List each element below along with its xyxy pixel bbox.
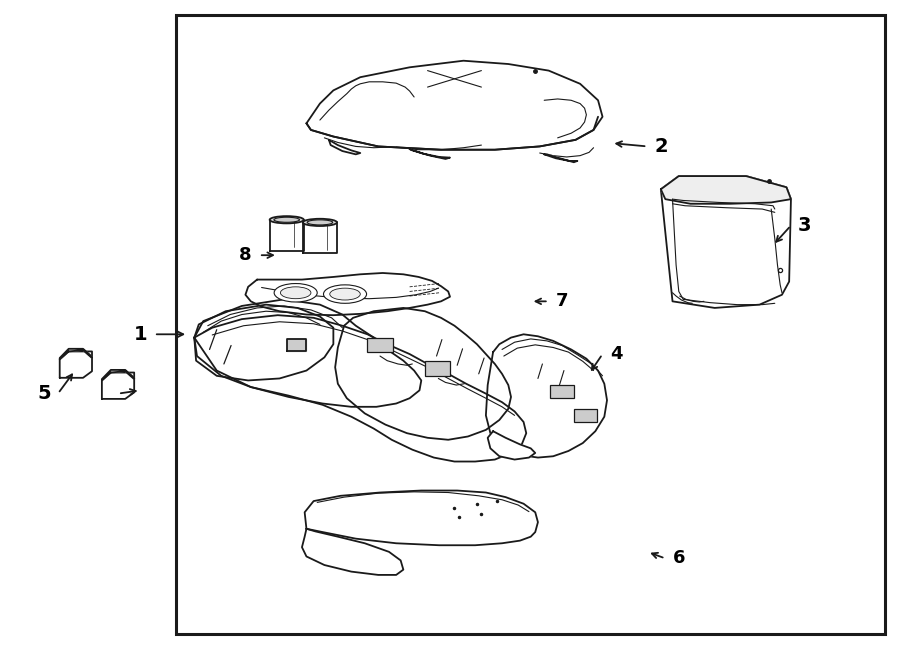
Text: 5: 5 [38, 384, 51, 403]
Text: 2: 2 [654, 137, 668, 156]
Polygon shape [59, 352, 92, 378]
Ellipse shape [303, 218, 337, 226]
Ellipse shape [274, 217, 300, 222]
Polygon shape [306, 61, 602, 150]
FancyBboxPatch shape [367, 338, 392, 352]
Polygon shape [335, 308, 511, 440]
Polygon shape [303, 222, 337, 253]
Polygon shape [246, 273, 450, 315]
Text: 4: 4 [609, 345, 622, 363]
Polygon shape [59, 349, 92, 359]
Polygon shape [102, 373, 134, 399]
Polygon shape [304, 491, 538, 545]
Ellipse shape [281, 287, 310, 299]
FancyBboxPatch shape [176, 15, 886, 634]
Polygon shape [486, 334, 607, 457]
Ellipse shape [329, 288, 360, 300]
Text: 3: 3 [797, 216, 811, 235]
Polygon shape [328, 140, 360, 154]
Polygon shape [194, 305, 333, 381]
Text: 8: 8 [239, 246, 252, 264]
Polygon shape [194, 299, 421, 407]
FancyBboxPatch shape [425, 361, 450, 376]
Polygon shape [488, 431, 536, 459]
Ellipse shape [307, 220, 333, 225]
Polygon shape [102, 370, 134, 381]
Polygon shape [661, 176, 791, 308]
Polygon shape [194, 315, 526, 461]
Text: 7: 7 [556, 293, 569, 310]
Ellipse shape [274, 283, 317, 302]
Text: 1: 1 [133, 325, 148, 344]
Text: 6: 6 [672, 549, 685, 567]
Polygon shape [287, 339, 306, 351]
Polygon shape [661, 176, 791, 204]
Ellipse shape [323, 285, 366, 303]
FancyBboxPatch shape [551, 385, 574, 399]
Polygon shape [302, 529, 403, 575]
Polygon shape [544, 154, 578, 162]
Polygon shape [270, 220, 304, 251]
FancyBboxPatch shape [574, 409, 597, 422]
Ellipse shape [270, 216, 304, 223]
Polygon shape [410, 149, 450, 159]
